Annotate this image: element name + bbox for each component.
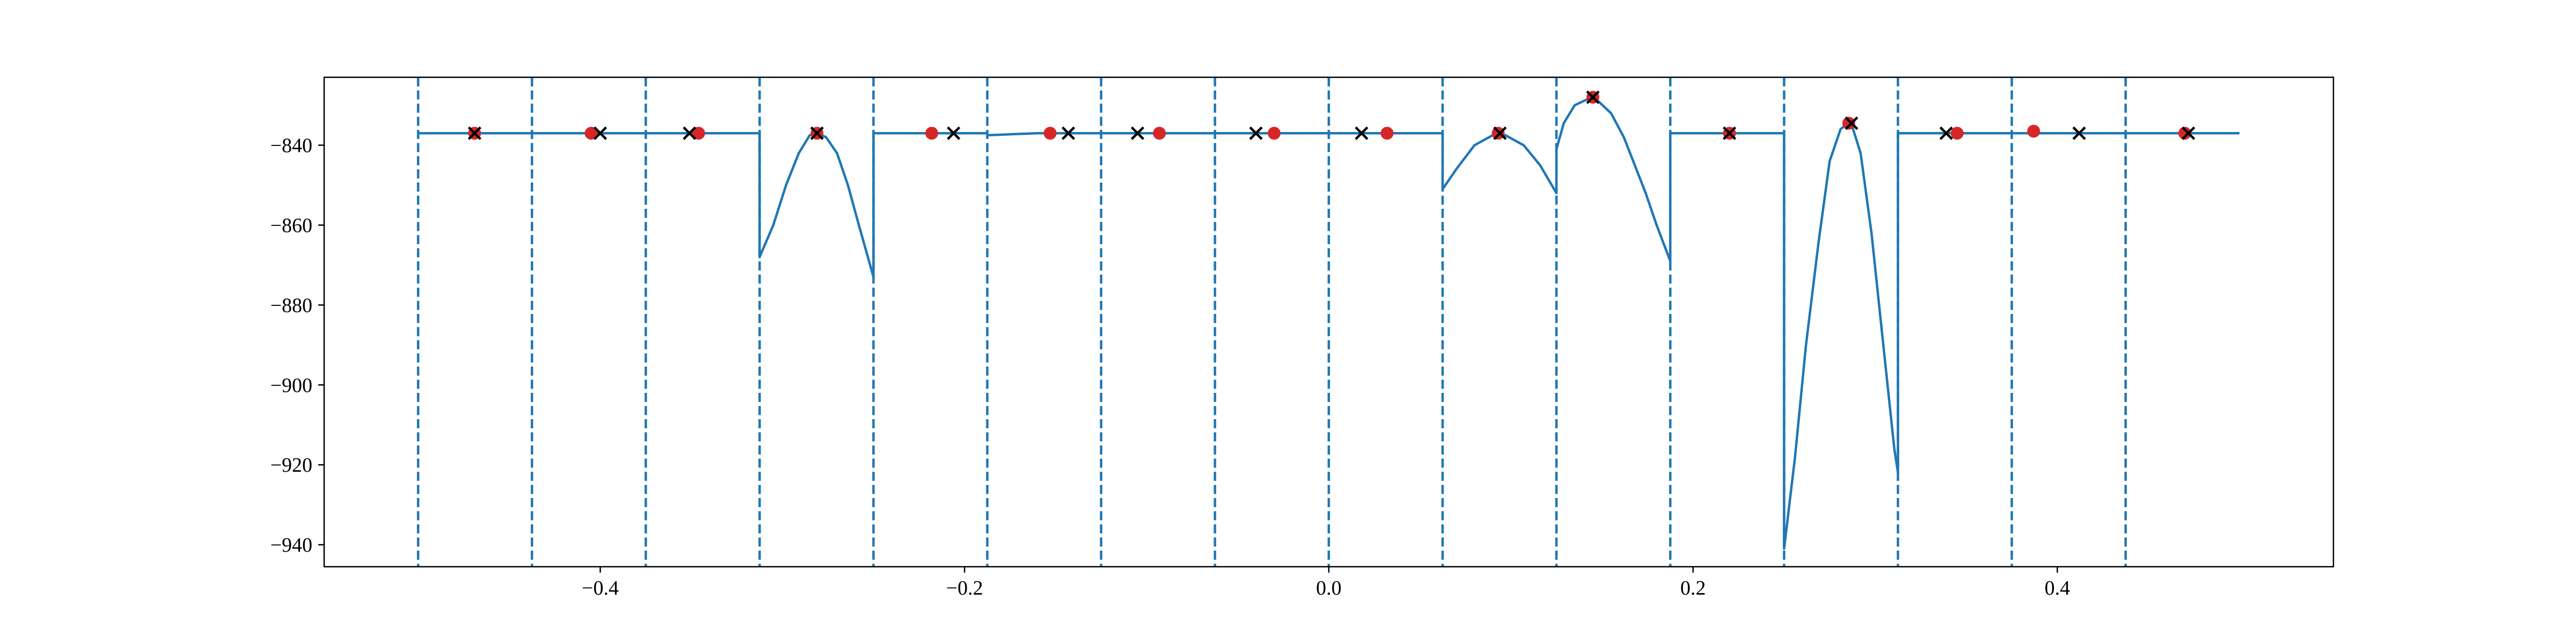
x-marker: [593, 126, 608, 140]
y-tick-label: −920: [270, 454, 312, 477]
y-axis: −840 −860 −880 −900 −920 −940: [270, 135, 324, 557]
red-point: [1153, 127, 1166, 140]
x-marker: [947, 126, 961, 140]
x-marker: [1355, 126, 1368, 140]
red-point: [1842, 116, 1855, 130]
red-point: [584, 127, 598, 140]
red-point: [1043, 127, 1057, 140]
x-marker: [810, 126, 824, 140]
red-point: [692, 127, 705, 140]
x-marker: [1131, 126, 1145, 140]
red-point: [2027, 125, 2040, 138]
x-marker: [1249, 126, 1263, 140]
red-point: [1380, 127, 1394, 140]
x-marker: [1062, 126, 1075, 140]
y-tick-label: −940: [270, 534, 312, 557]
line-series: [418, 98, 2240, 550]
x-marker: [1939, 126, 1953, 140]
x-marker: [1845, 116, 1858, 130]
x-tick-label: 0.4: [2045, 577, 2070, 599]
red-point: [1491, 127, 1505, 140]
red-point: [1950, 127, 1964, 140]
x-tick-label: −0.2: [946, 577, 983, 599]
x-marker: [1586, 90, 1600, 104]
y-tick-label: −880: [270, 294, 312, 317]
series-line: [418, 98, 2240, 550]
x-tick-label: 0.2: [1680, 577, 1706, 599]
x-marker: [1723, 126, 1737, 140]
x-marker: [1493, 126, 1507, 140]
red-point: [925, 127, 939, 140]
red-point: [1268, 127, 1281, 140]
x-marker: [2182, 126, 2196, 140]
red-point: [2178, 127, 2192, 140]
x-tick-label: −0.4: [582, 577, 619, 599]
x-tick-label: 0.0: [1316, 577, 1342, 599]
boundary-lines: [416, 77, 2127, 567]
x-marker: [467, 126, 481, 140]
y-tick-label: −860: [270, 214, 312, 237]
x-marker: [683, 126, 697, 140]
x-axis: −0.4 −0.2 0.0 0.2 0.4: [582, 567, 2070, 599]
y-tick-label: −840: [270, 135, 312, 157]
y-tick-label: −900: [270, 374, 312, 397]
black-x-series: [467, 90, 2196, 140]
x-marker: [2072, 126, 2086, 140]
